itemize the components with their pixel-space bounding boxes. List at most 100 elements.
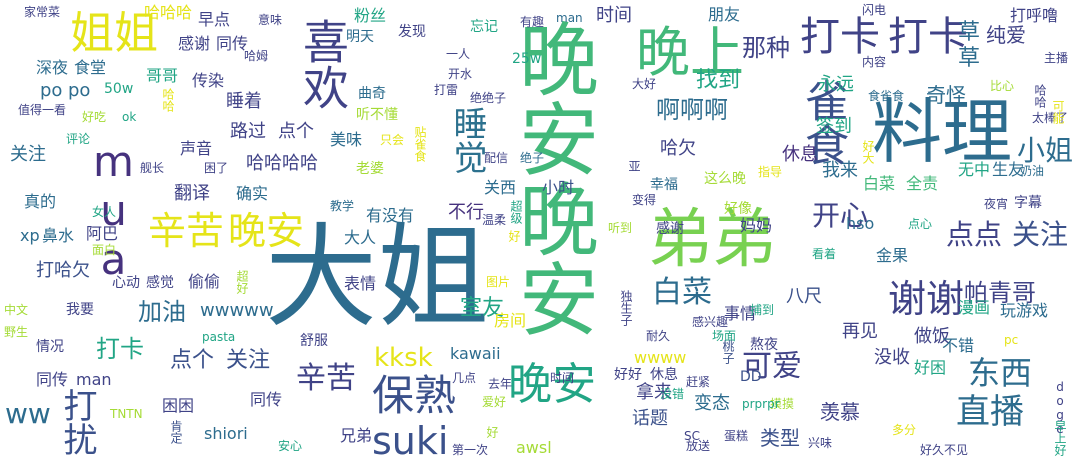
word: 哈哈哈 [144,3,193,22]
word: 放送 [686,439,711,453]
word: 偷偷 [188,272,221,291]
word: 漫画 [958,298,991,317]
word: 再见 [842,321,878,342]
word: 时间 [550,371,575,385]
word: 没错 [660,387,685,401]
word: 好困 [914,358,947,377]
word: 只会 [380,133,405,147]
word: wwww [634,348,687,367]
word: 摸摸 [770,397,795,411]
word: 女人 [92,205,117,219]
word: 话题 [632,408,668,429]
word: 好吃 [82,110,107,124]
word: 大姐 [265,213,489,343]
word: po [40,80,63,101]
word: 困困 [162,396,195,415]
word: 声音 [180,139,213,158]
word: 同传 [216,34,249,53]
word: 值得一看 [18,103,67,117]
word: 路过 [230,121,266,142]
word: 听到 [608,221,633,235]
word: 室友 [460,296,505,321]
word: 姐姐 [70,8,158,59]
word: 确实 [236,184,269,203]
word: 点心 [908,217,933,231]
word: 同传 [250,390,283,409]
word: 一人 [446,47,471,61]
word: 好 [485,426,499,438]
word: 白菜 [652,275,712,310]
word: 不行 [448,202,484,223]
word: 关注 [10,144,46,165]
word: 点个 [170,348,215,373]
word: 变态 [694,393,730,414]
word: man [556,11,583,25]
word: SC [684,429,700,443]
word: 可能 [1051,100,1065,124]
word: 妈妈 [740,216,773,235]
word: 好 [507,230,521,242]
word: 独生子 [619,290,633,326]
word: 爱好 [482,395,507,409]
word: 好久不见 [920,443,969,457]
word: 啊啊啊 [656,96,728,124]
word: 亚 [627,160,641,172]
word: 指导 [758,165,783,179]
word: 打哈欠 [36,260,90,281]
word: 困了 [204,161,229,175]
word: 晚上 [636,21,744,84]
word: pc [1004,333,1019,347]
word: 食堂 [74,58,107,77]
word: 保熟 [372,371,457,420]
word: 我来 [822,160,858,181]
word: 鼻水 [42,226,75,245]
word: 闪电 [862,3,887,17]
word: 感谢 [656,221,684,237]
word: 桃子 [721,340,735,364]
word: 传染 [192,71,225,90]
word: 感谢 [178,34,211,53]
word: 晚安晚安 [506,18,599,338]
word: 有没有 [366,206,415,225]
word: 变得 [632,193,657,207]
word: 面白 [92,243,117,257]
word: 绝绝子 [470,91,507,105]
word: kksk [374,343,433,373]
word: 阿巴 [86,224,119,243]
word: 翻译 [174,183,210,204]
word: man [76,370,112,389]
word: 睡着 [226,91,262,112]
word: 打呼噜 [1010,6,1059,25]
word: 明天 [346,29,374,45]
word: 深夜 [36,58,69,77]
word: 直播 [956,392,1024,432]
word: 辛苦 [148,209,225,253]
word: 听不懂 [356,107,398,123]
word: 这么晚 [704,171,746,187]
word: 找到 [696,68,741,93]
word: TNTN [110,407,143,421]
word: 好大 [861,140,875,164]
word: 配信 [484,151,509,165]
word: 拿来 [636,382,672,403]
word: 永远 [818,74,854,95]
word: po [68,80,91,101]
word: 点个 [278,121,314,142]
word: 小姐 [1017,134,1074,167]
word: 忘记 [470,19,498,35]
word: ww [5,397,51,430]
word: 熬夜 [750,337,778,353]
word: 心动 [112,275,140,291]
word: doge [1053,380,1067,436]
word: 玩游戏 [1000,301,1049,320]
word: 料理 [872,91,1012,173]
word: 好好 [614,367,642,383]
word: 没收 [874,347,910,368]
word: 关注 [226,348,271,373]
word: 奶油 [1020,164,1045,178]
word: 无中 [958,160,991,179]
word: 夜宵 [984,197,1009,211]
word: 太棒了 [1032,111,1069,125]
word: 家常菜 [24,5,61,19]
word: pasta [202,330,236,344]
